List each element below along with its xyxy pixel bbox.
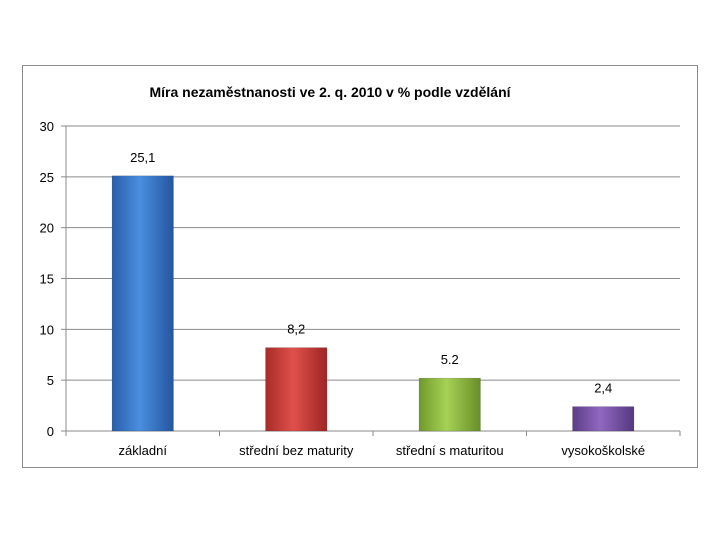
y-tick-label: 20	[40, 221, 54, 236]
x-category-label: vysokoškolské	[561, 443, 645, 458]
y-tick-label: 10	[40, 322, 54, 337]
data-label: 5.2	[441, 352, 459, 367]
x-category-label: základní	[119, 443, 168, 458]
y-tick-label: 30	[40, 119, 54, 134]
data-label: 2,4	[594, 381, 612, 396]
y-tick-label: 5	[47, 373, 54, 388]
data-label: 25,1	[130, 150, 155, 165]
y-tick-label: 25	[40, 170, 54, 185]
y-tick-label: 15	[40, 272, 54, 287]
y-tick-label: 0	[47, 424, 54, 439]
data-label: 8,2	[287, 322, 305, 337]
x-category-label: střední s maturitou	[396, 443, 504, 458]
bar	[111, 175, 174, 432]
x-category-label: střední bez maturity	[239, 443, 354, 458]
bar	[572, 406, 635, 432]
bar	[265, 347, 328, 432]
chart-title: Míra nezaměstnanosti ve 2. q. 2010 v % p…	[149, 84, 511, 100]
bar	[418, 377, 481, 432]
